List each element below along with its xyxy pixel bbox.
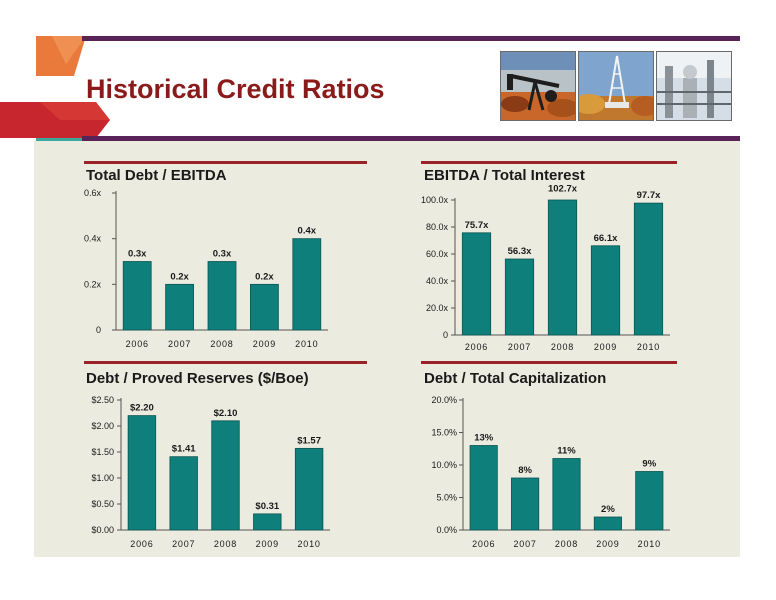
ebitda-interest-data-label-2009: 66.1x <box>594 233 618 244</box>
debt-capitalization-data-label-2007: 8% <box>518 465 532 476</box>
debt-reserves-data-label-2009: $0.31 <box>255 501 279 512</box>
debt-reserves-x-tick-label: 2006 <box>130 539 153 549</box>
debt-reserves-data-label-2007: $1.41 <box>172 444 196 455</box>
chart-rule-debt-reserves <box>84 361 367 364</box>
debt-reserves-y-tick-label: $2.50 <box>91 395 114 405</box>
chart-rule-debt-ebitda <box>84 161 367 164</box>
debt-capitalization-bar-2009 <box>593 516 622 531</box>
ebitda-interest-x-tick-label: 2007 <box>508 342 531 352</box>
chart-title-debt-ebitda: Total Debt / EBITDA <box>86 167 227 184</box>
chart-title-debt-reserves: Debt / Proved Reserves ($/Boe) <box>86 370 309 387</box>
debt-reserves-x-tick-label: 2007 <box>172 539 195 549</box>
debt-capitalization-data-label-2010: 9% <box>642 459 656 470</box>
ebitda-interest-y-tick-label: 20.0x <box>426 303 449 313</box>
debt-reserves-y-tick-label: $1.00 <box>91 473 114 483</box>
ebitda-interest-bar-2007 <box>504 258 535 336</box>
debt-ebitda-data-label-2010: 0.4x <box>298 226 317 237</box>
debt-ebitda-x-tick-label: 2010 <box>295 339 318 349</box>
debt-capitalization-data-label-2009: 2% <box>601 504 615 515</box>
ebitda-interest-data-label-2008: 102.7x <box>548 183 578 194</box>
ebitda-interest-x-tick-label: 2010 <box>637 342 660 352</box>
ebitda-interest-y-tick-label: 0 <box>443 330 448 340</box>
debt-capitalization-bar-2006 <box>469 445 498 531</box>
debt-ebitda-y-tick-label: 0 <box>96 325 101 335</box>
ebitda-interest-bar-2010 <box>633 202 664 336</box>
ebitda-interest-data-label-2006: 75.7x <box>465 220 489 231</box>
debt-capitalization-x-tick-label: 2010 <box>638 539 661 549</box>
debt-reserves-data-label-2008: $2.10 <box>214 408 238 419</box>
debt-reserves-y-tick-label: $0.00 <box>91 525 114 535</box>
debt-reserves-bar-2009 <box>253 513 282 531</box>
debt-capitalization-y-tick-label: 20.0% <box>431 395 457 405</box>
ebitda-interest-data-label-2010: 97.7x <box>637 190 661 201</box>
debt-reserves-x-tick-label: 2008 <box>214 539 237 549</box>
chart-title-debt-capitalization: Debt / Total Capitalization <box>424 370 607 387</box>
ebitda-interest-bar-2008 <box>547 199 578 336</box>
ebitda-interest-x-tick-label: 2006 <box>465 342 488 352</box>
debt-reserves-y-tick-label: $2.00 <box>91 421 114 431</box>
debt-reserves-y-tick-label: $1.50 <box>91 447 114 457</box>
debt-capitalization-bar-2007 <box>511 477 540 531</box>
debt-capitalization-y-tick-label: 5.0% <box>436 493 457 503</box>
ebitda-interest-y-tick-label: 100.0x <box>421 195 449 205</box>
debt-capitalization-y-tick-label: 0.0% <box>436 525 457 535</box>
chart-rule-ebitda-interest <box>421 161 677 164</box>
debt-ebitda-data-label-2006: 0.3x <box>128 249 147 260</box>
debt-ebitda-x-tick-label: 2008 <box>210 339 233 349</box>
debt-reserves-bar-2010 <box>294 447 324 531</box>
debt-reserves-bar-2007 <box>169 456 198 531</box>
debt-ebitda-y-tick-label: 0.4x <box>84 234 102 244</box>
debt-reserves-bar-2008 <box>211 420 240 531</box>
chart-rule-debt-capitalization <box>421 361 677 364</box>
debt-ebitda-bar-2009 <box>250 283 279 331</box>
debt-capitalization-x-tick-label: 2006 <box>472 539 495 549</box>
debt-reserves-x-tick-label: 2010 <box>297 539 320 549</box>
debt-ebitda-x-tick-label: 2006 <box>126 339 149 349</box>
debt-capitalization-x-tick-label: 2007 <box>513 539 536 549</box>
header-divider <box>82 136 740 141</box>
debt-capitalization-y-tick-label: 10.0% <box>431 460 457 470</box>
debt-ebitda-data-label-2008: 0.3x <box>213 249 232 260</box>
debt-capitalization-x-tick-label: 2008 <box>555 539 578 549</box>
debt-reserves-x-tick-label: 2009 <box>256 539 279 549</box>
decorative-arrows <box>0 36 110 151</box>
debt-capitalization-x-tick-label: 2009 <box>596 539 619 549</box>
debt-ebitda-bar-2010 <box>292 238 322 331</box>
ebitda-interest-x-tick-label: 2009 <box>594 342 617 352</box>
chart-title-ebitda-interest: EBITDA / Total Interest <box>424 167 585 184</box>
processing-plant-photo <box>656 51 732 121</box>
ebitda-interest-y-tick-label: 80.0x <box>426 222 449 232</box>
ebitda-interest-x-tick-label: 2008 <box>551 342 574 352</box>
debt-reserves-data-label-2006: $2.20 <box>130 403 154 414</box>
debt-ebitda-y-tick-label: 0.6x <box>84 188 102 198</box>
ebitda-interest-bar-2006 <box>461 232 492 336</box>
debt-ebitda-bar-2007 <box>165 283 194 331</box>
debt-capitalization-data-label-2008: 11% <box>557 446 576 457</box>
ebitda-interest-y-tick-label: 60.0x <box>426 249 449 259</box>
slide-title: Historical Credit Ratios <box>86 74 385 104</box>
ebitda-interest-bar-2009 <box>590 245 621 336</box>
ebitda-interest-y-tick-label: 40.0x <box>426 276 449 286</box>
debt-capitalization-bar-2010 <box>635 471 664 531</box>
debt-reserves-y-tick-label: $0.50 <box>91 499 114 509</box>
drilling-rig-photo <box>578 51 654 121</box>
debt-ebitda-x-tick-label: 2007 <box>168 339 191 349</box>
debt-capitalization-data-label-2006: 13% <box>474 433 494 444</box>
top-band <box>82 36 740 41</box>
debt-ebitda-bar-2008 <box>207 261 237 331</box>
debt-ebitda-bar-2006 <box>122 261 152 331</box>
debt-ebitda-data-label-2007: 0.2x <box>170 271 189 282</box>
oil-pumpjack-photo <box>500 51 576 121</box>
debt-ebitda-y-tick-label: 0.2x <box>84 279 102 289</box>
debt-ebitda-x-tick-label: 2009 <box>253 339 276 349</box>
debt-reserves-data-label-2010: $1.57 <box>297 435 321 446</box>
debt-capitalization-y-tick-label: 15.0% <box>431 428 457 438</box>
debt-capitalization-bar-2008 <box>552 458 581 531</box>
debt-reserves-bar-2006 <box>127 415 157 531</box>
ebitda-interest-data-label-2007: 56.3x <box>508 246 532 257</box>
debt-ebitda-data-label-2009: 0.2x <box>255 271 274 282</box>
